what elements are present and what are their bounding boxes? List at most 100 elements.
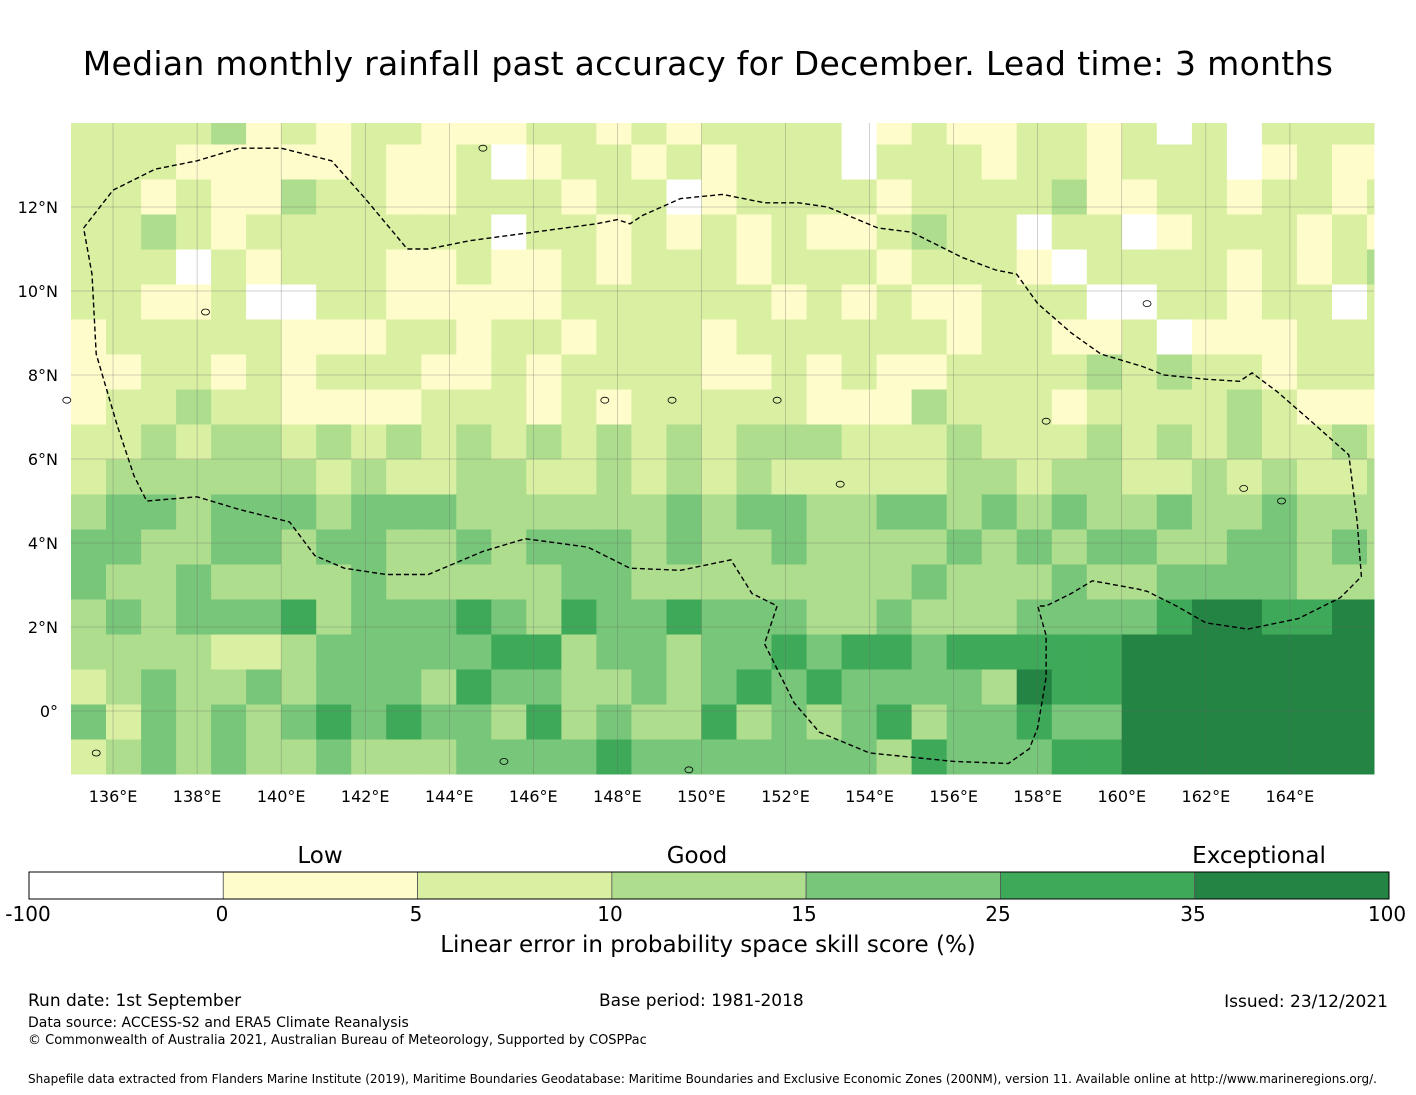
grid-cell	[71, 123, 107, 145]
grid-cell	[771, 739, 807, 775]
latitude-label: 10°N	[18, 282, 58, 301]
grid-cell	[141, 123, 177, 145]
longitude-label: 138°E	[173, 787, 222, 806]
grid-cell	[421, 669, 457, 705]
grid-cell	[386, 494, 422, 530]
grid-cell	[911, 564, 948, 600]
grid-cell	[596, 599, 632, 635]
grid-cell	[1016, 144, 1053, 180]
grid-cell	[981, 389, 1018, 425]
latitude-label: 2°N	[28, 618, 58, 637]
grid-cell	[106, 494, 142, 530]
island-outline	[1239, 484, 1249, 492]
grid-cell	[981, 319, 1018, 355]
latitude-label: 12°N	[18, 198, 58, 217]
grid-cell	[351, 459, 387, 495]
grid-cell	[316, 123, 352, 145]
grid-cell	[596, 669, 632, 705]
grid-cell	[1086, 529, 1123, 565]
grid-cell	[491, 214, 527, 250]
grid-cell	[456, 634, 492, 670]
grid-cell	[841, 214, 878, 250]
longitude-label: 154°E	[845, 787, 894, 806]
grid-cell	[701, 634, 737, 670]
grid-cell	[1226, 144, 1263, 180]
grid-cell	[176, 704, 212, 740]
grid-cell	[701, 494, 737, 530]
grid-cell	[351, 354, 387, 390]
grid-cell	[106, 564, 142, 600]
grid-cell	[1296, 494, 1333, 530]
grid-cell	[631, 249, 667, 285]
grid-cell	[1367, 459, 1375, 495]
grid-cell	[141, 529, 177, 565]
grid-cell	[911, 529, 948, 565]
grid-cell	[71, 669, 107, 705]
grid-cell	[596, 144, 632, 180]
grid-cell	[1086, 389, 1123, 425]
grid-cell	[281, 179, 317, 215]
grid-cell	[71, 704, 107, 740]
grid-cell	[561, 389, 597, 425]
grid-cell	[1016, 284, 1053, 320]
grid-cell	[806, 123, 843, 145]
grid-cell	[106, 669, 142, 705]
grid-cell	[176, 123, 212, 145]
grid-cell	[1086, 144, 1123, 180]
grid-cell	[281, 634, 317, 670]
grid-cell	[141, 634, 177, 670]
grid-cell	[841, 599, 878, 635]
grid-cell	[141, 179, 177, 215]
longitude-labels: 136°E 138°E 140°E 142°E 144°E 146°E 148°E 150°E…	[89, 787, 1315, 806]
longitude-label: 140°E	[257, 787, 306, 806]
grid-cell	[771, 669, 807, 705]
grid-cell	[1261, 424, 1298, 460]
grid-cell	[841, 424, 878, 460]
grid-cell	[246, 284, 282, 320]
grid-cell	[1051, 179, 1088, 215]
grid-cell	[1086, 564, 1123, 600]
grid-cell	[876, 144, 913, 180]
grid-cell	[1367, 424, 1375, 460]
latitude-label: 6°N	[28, 450, 58, 469]
grid-cell	[1051, 354, 1088, 390]
grid-cell	[1191, 704, 1228, 740]
colorbar-frame	[28, 871, 1390, 900]
grid-cell	[1016, 214, 1053, 250]
grid-cell	[666, 599, 702, 635]
grid-cell	[771, 389, 807, 425]
grid-cell	[596, 179, 632, 215]
grid-cell	[351, 123, 387, 145]
grid-cell	[106, 354, 142, 390]
grid-cell	[141, 284, 177, 320]
grid-cell	[421, 739, 457, 775]
grid-cell	[631, 739, 667, 775]
grid-cell	[876, 249, 913, 285]
grid-cell	[771, 564, 807, 600]
grid-cell	[281, 249, 317, 285]
grid-cell	[421, 354, 457, 390]
grid-cell	[596, 123, 632, 145]
grid-cell	[71, 389, 107, 425]
grid-cell	[736, 669, 772, 705]
grid-cell	[71, 459, 107, 495]
grid-cell	[561, 739, 597, 775]
grid-cell	[1121, 319, 1158, 355]
grid-cell	[1016, 599, 1053, 635]
grid-cell	[561, 494, 597, 530]
grid-cell	[351, 599, 387, 635]
island-outline	[499, 758, 509, 765]
grid-cell	[561, 424, 597, 460]
grid-cell	[1156, 704, 1193, 740]
grid-cell	[911, 354, 948, 390]
map-title: Median monthly rainfall past accuracy fo…	[82, 44, 1334, 83]
grid-cell	[106, 634, 142, 670]
grid-cell	[281, 599, 317, 635]
grid-cell	[421, 599, 457, 635]
grid-cell	[701, 564, 737, 600]
grid-cell	[1121, 123, 1158, 145]
grid-cell	[1121, 424, 1158, 460]
grid-cell	[211, 494, 247, 530]
grid-cell	[666, 284, 702, 320]
island-outline	[1041, 417, 1051, 425]
